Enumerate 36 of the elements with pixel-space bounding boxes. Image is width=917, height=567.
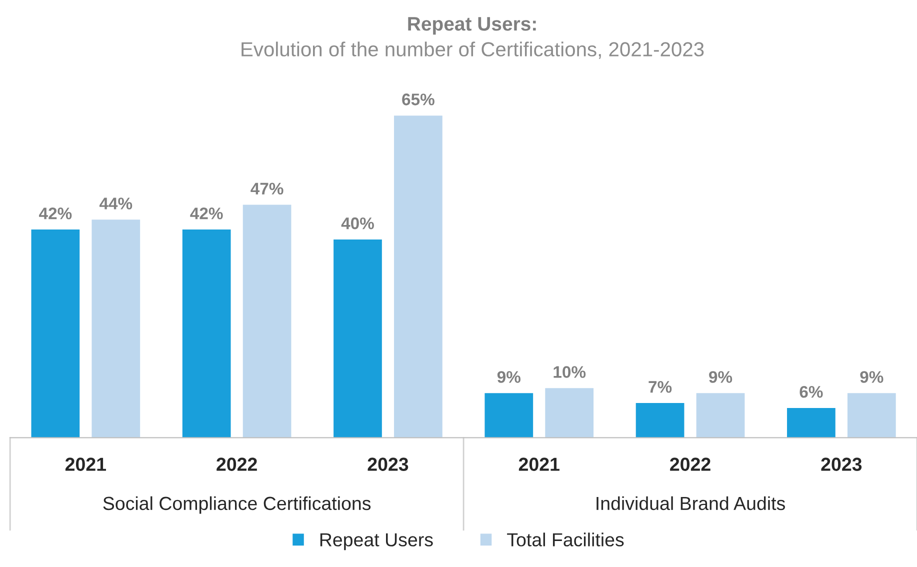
- legend-label: Total Facilities: [507, 532, 624, 546]
- data-label: 47%: [250, 182, 284, 195]
- data-label: 40%: [341, 217, 374, 230]
- data-label: 6%: [800, 386, 823, 398]
- bar: [545, 388, 594, 438]
- bar: [847, 393, 896, 438]
- data-label: 9%: [709, 371, 732, 383]
- x-tick-label: 2023: [368, 458, 408, 471]
- bar: [242, 204, 292, 438]
- x-tick-label: 2021: [65, 458, 106, 471]
- bar: [92, 220, 140, 438]
- bar: [696, 393, 745, 438]
- data-label: 9%: [860, 371, 884, 383]
- x-tick-label: 2023: [821, 458, 862, 471]
- data-label: 7%: [648, 381, 672, 393]
- bar: [787, 408, 836, 438]
- bar: [182, 230, 231, 438]
- data-label: 9%: [497, 371, 520, 383]
- bar: [334, 239, 382, 438]
- text: Social Compliance Certifications: [103, 496, 371, 514]
- x-tick-label: 2021: [518, 458, 560, 471]
- bar: [31, 230, 80, 438]
- x-tick-label: 2022: [216, 458, 257, 471]
- bar: [636, 403, 684, 438]
- data-label: 65%: [402, 94, 434, 106]
- bar: [394, 116, 442, 438]
- bar: [484, 393, 534, 438]
- text: Individual Brand Audits: [596, 496, 785, 510]
- chart-title: Repeat Users:: [408, 17, 536, 35]
- legend-label: Repeat Users: [320, 533, 433, 550]
- data-label: 44%: [99, 198, 132, 210]
- chart-subtitle: Evolution of the number of Certifications, 2021-2023: [242, 42, 704, 59]
- x-tick-label: 2022: [670, 458, 710, 471]
- data-label: 42%: [190, 208, 223, 220]
- data-label: 42%: [39, 208, 72, 220]
- data-label: 10%: [554, 366, 586, 378]
